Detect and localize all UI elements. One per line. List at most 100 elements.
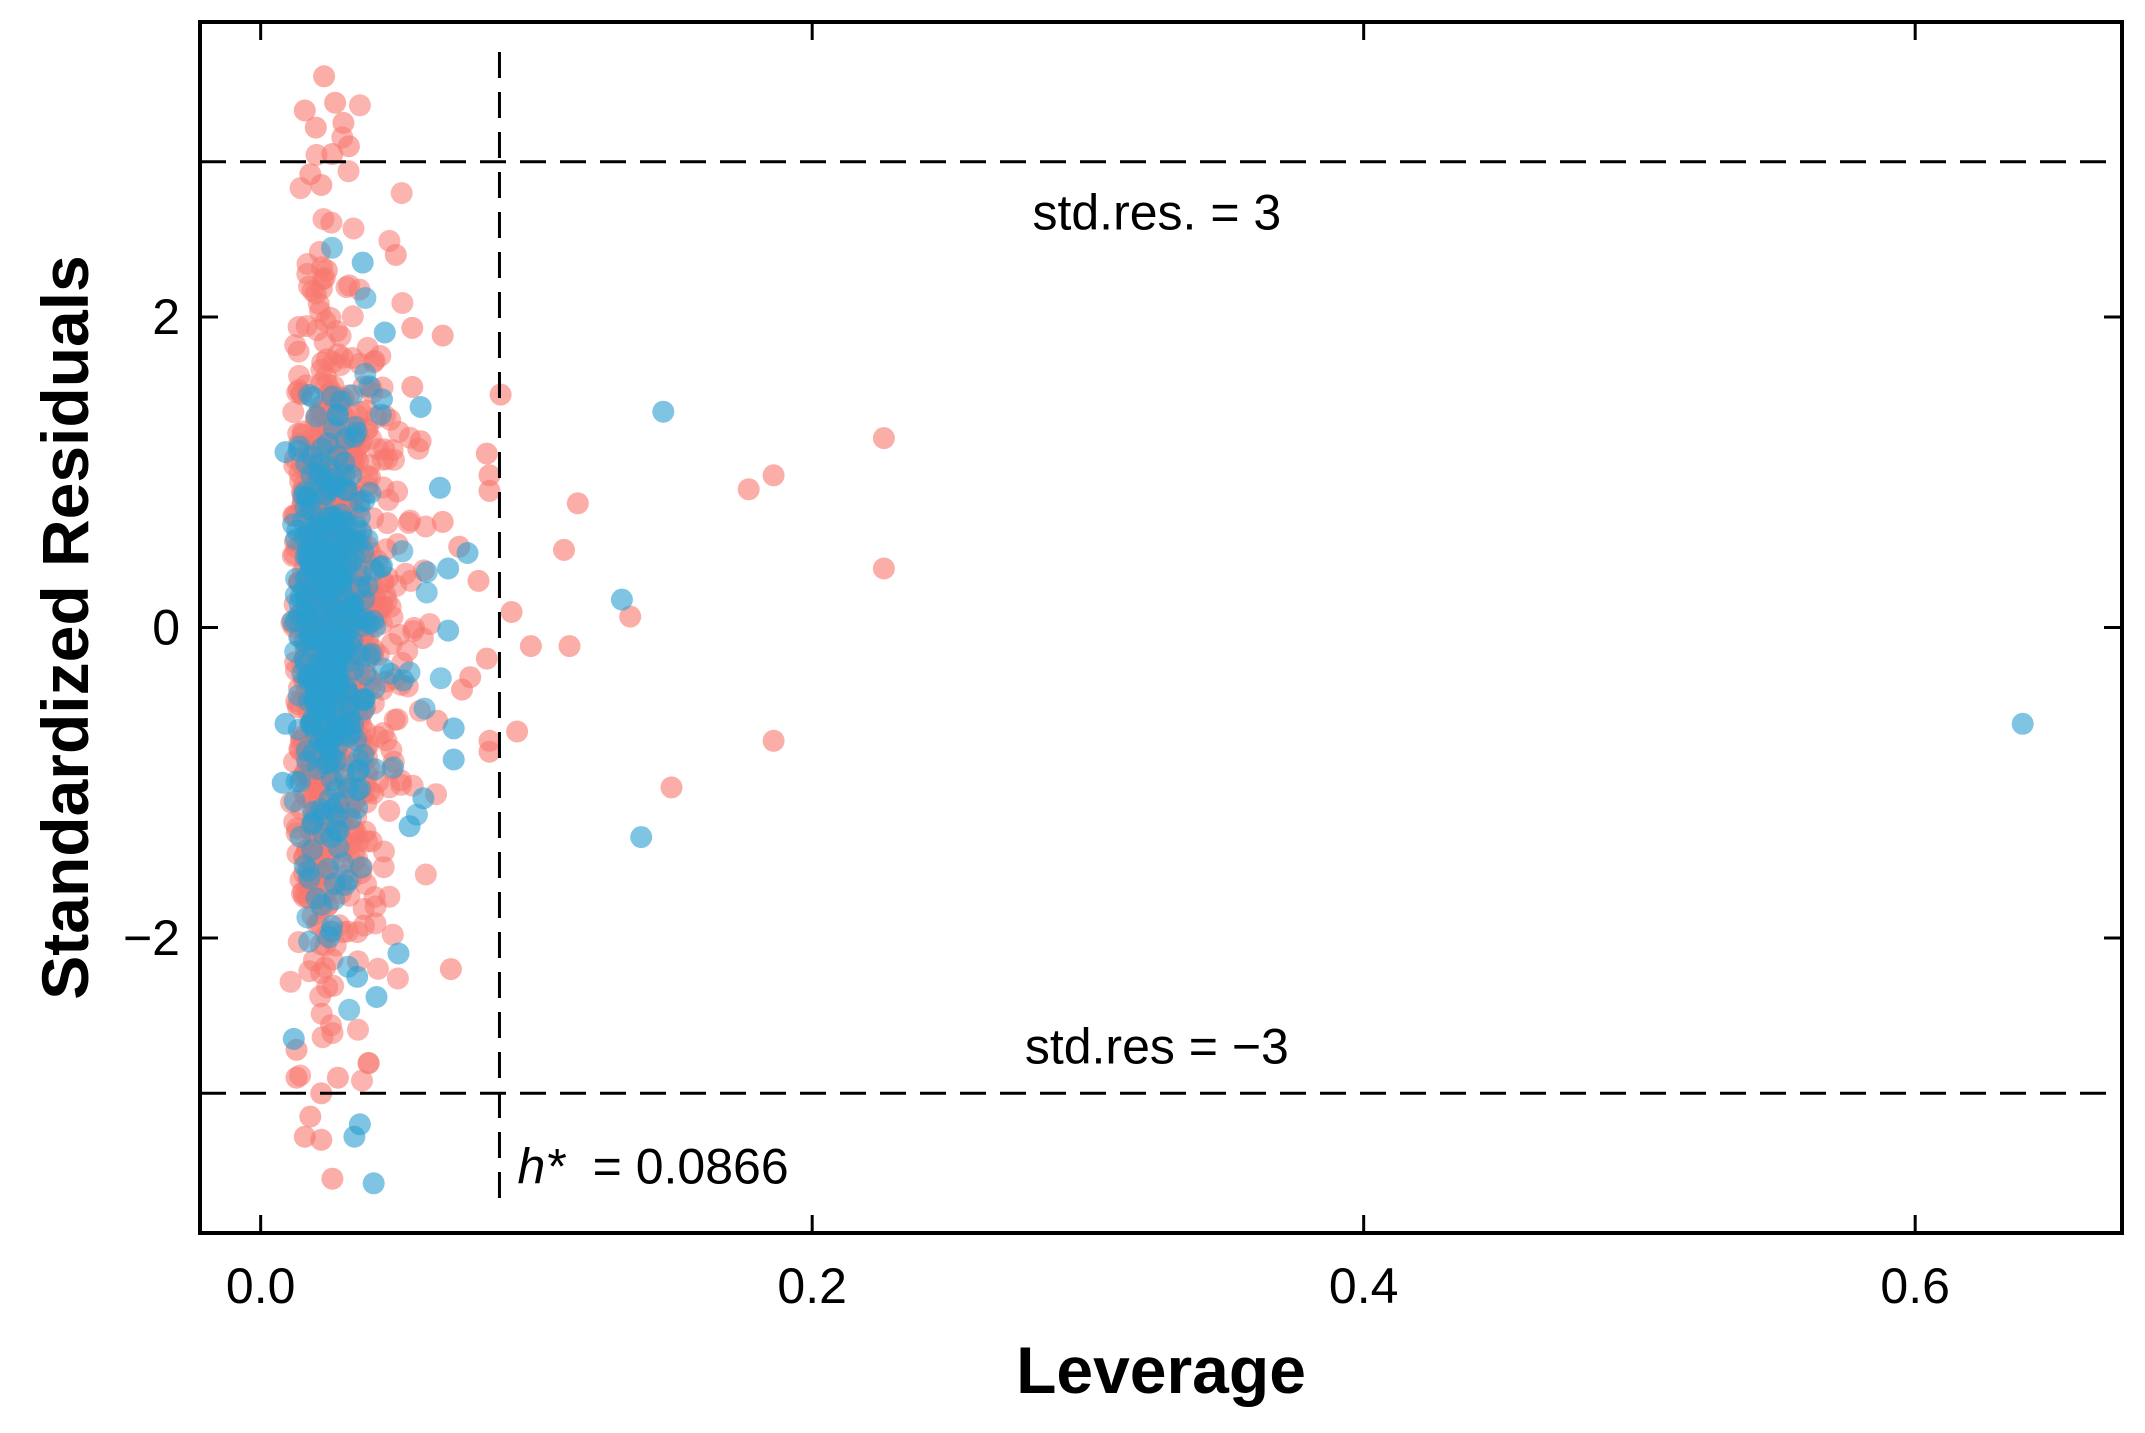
- data-point-blue: [274, 441, 297, 464]
- data-point-red: [313, 65, 336, 88]
- data-point-blue: [392, 669, 415, 692]
- scatter-points: [271, 65, 2034, 1195]
- data-point-red: [467, 569, 490, 592]
- data-point-red: [310, 1128, 333, 1151]
- x-axis-title: Leverage: [1016, 1333, 1306, 1407]
- data-point-red: [414, 863, 437, 886]
- data-point-blue: [325, 736, 348, 759]
- data-point-blue: [296, 906, 319, 929]
- data-point-red: [384, 243, 407, 266]
- data-point-red: [409, 430, 432, 453]
- data-point-blue: [343, 1125, 366, 1148]
- data-point-blue: [398, 815, 421, 838]
- x-tick-label: 0.0: [226, 1258, 296, 1314]
- data-point-blue: [335, 478, 358, 501]
- data-point-blue: [428, 476, 451, 499]
- data-point-blue: [429, 667, 452, 690]
- data-point-red: [296, 262, 319, 285]
- data-point-red: [324, 91, 347, 114]
- data-point-blue: [288, 592, 311, 615]
- data-point-red: [326, 1066, 349, 1089]
- data-point-blue: [349, 520, 372, 543]
- data-point-red: [660, 776, 683, 799]
- data-point-red: [321, 1022, 344, 1044]
- data-point-blue: [341, 384, 364, 407]
- data-point-red: [431, 324, 454, 347]
- data-point-blue: [289, 770, 312, 793]
- data-point-red: [367, 957, 389, 980]
- data-point-blue: [320, 920, 343, 943]
- data-point-blue: [296, 750, 319, 772]
- data-point-red: [373, 438, 396, 461]
- data-point-blue: [312, 822, 335, 845]
- data-point-red: [293, 99, 316, 122]
- data-point-red: [401, 375, 424, 398]
- data-point-blue: [348, 643, 370, 666]
- x-tick-label: 0.6: [1880, 1258, 1950, 1314]
- data-point-blue: [335, 677, 358, 699]
- data-point-blue: [320, 530, 343, 553]
- data-point-blue: [348, 576, 371, 599]
- upper-threshold-label: std.res. = 3: [1032, 185, 1281, 241]
- data-point-blue: [442, 717, 465, 740]
- data-point-red: [306, 319, 329, 342]
- data-point-blue: [274, 712, 297, 735]
- data-point-red: [321, 143, 344, 165]
- data-point-red: [386, 708, 409, 731]
- data-point-red: [401, 316, 424, 339]
- data-point-blue: [630, 826, 653, 849]
- data-point-red: [439, 958, 462, 981]
- data-point-blue: [343, 426, 365, 448]
- data-point-red: [293, 1125, 316, 1148]
- data-point-red: [314, 365, 337, 388]
- data-point-blue: [322, 417, 345, 440]
- data-point-blue: [359, 481, 382, 504]
- data-point-blue: [351, 251, 374, 274]
- data-point-blue: [298, 626, 321, 649]
- leverage-threshold-value: = 0.0866: [593, 1138, 789, 1194]
- data-point-red: [478, 740, 501, 763]
- data-point-blue: [302, 800, 325, 823]
- data-point-red: [519, 635, 542, 658]
- data-point-red: [287, 316, 310, 338]
- data-point-red: [372, 856, 395, 879]
- y-tick-label: 0: [152, 600, 180, 656]
- data-point-red: [762, 729, 785, 752]
- data-point-blue: [311, 567, 334, 590]
- data-point-blue: [346, 608, 369, 630]
- data-point-red: [558, 635, 581, 658]
- data-point-red: [357, 1051, 380, 1074]
- data-point-blue: [346, 965, 369, 988]
- data-point-red: [309, 300, 331, 323]
- data-point-blue: [298, 930, 321, 953]
- data-point-blue: [442, 748, 465, 771]
- data-point-blue: [294, 545, 317, 568]
- data-point-blue: [338, 712, 361, 735]
- data-point-blue: [373, 321, 396, 344]
- data-point-blue: [306, 602, 329, 624]
- data-point-blue: [338, 998, 361, 1021]
- data-point-red: [329, 325, 352, 348]
- data-point-blue: [415, 581, 438, 604]
- leverage-threshold-symbol: h*: [517, 1138, 566, 1194]
- data-point-blue: [409, 396, 432, 418]
- data-point-red: [378, 799, 401, 822]
- data-point-red: [351, 1069, 373, 1092]
- data-point-red: [414, 515, 437, 538]
- data-point-red: [431, 510, 454, 533]
- reference-lines: [200, 52, 2122, 1203]
- data-point-blue: [387, 942, 410, 965]
- data-point-blue: [352, 743, 375, 766]
- data-point-blue: [413, 697, 436, 720]
- data-point-red: [341, 305, 364, 328]
- data-point-red: [376, 512, 399, 535]
- data-point-blue: [324, 639, 347, 662]
- data-point-blue: [321, 385, 344, 408]
- data-point-red: [475, 647, 498, 670]
- data-point-blue: [412, 787, 435, 810]
- data-point-blue: [293, 854, 316, 877]
- data-point-red: [279, 970, 302, 993]
- data-point-blue: [309, 462, 332, 485]
- x-tick-label: 0.2: [777, 1258, 847, 1314]
- data-point-blue: [310, 662, 333, 685]
